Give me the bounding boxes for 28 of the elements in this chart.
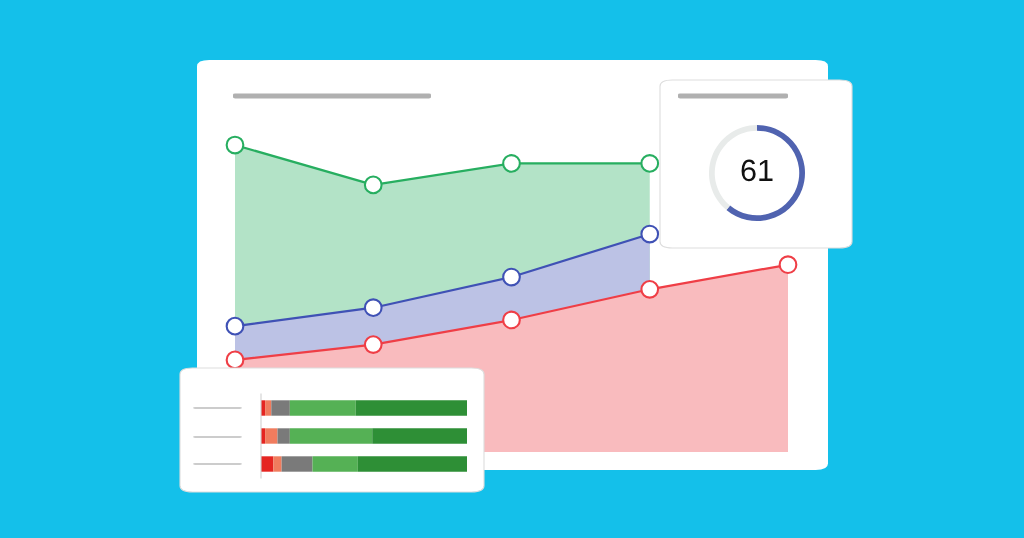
- point: [363, 175, 383, 195]
- bar: [277, 428, 290, 444]
- bar: [289, 428, 373, 444]
- point: [363, 335, 383, 354]
- point: [225, 350, 245, 370]
- bar: [357, 456, 467, 472]
- point: [225, 135, 245, 155]
- point: [225, 316, 245, 336]
- bar: [265, 400, 272, 416]
- point: [640, 224, 660, 244]
- point: [778, 255, 798, 275]
- data-label: 61: [741, 159, 773, 182]
- bar: [289, 400, 356, 416]
- point: [640, 154, 660, 173]
- point: [502, 154, 521, 173]
- bar: [261, 456, 274, 472]
- bar: [372, 428, 467, 444]
- bar: [312, 456, 358, 472]
- point: [502, 310, 521, 330]
- point: [640, 279, 660, 299]
- bar: [355, 400, 467, 416]
- point: [363, 298, 383, 318]
- bar: [273, 456, 282, 472]
- bar: [271, 400, 290, 416]
- bar: [265, 428, 278, 444]
- bar: [281, 456, 313, 472]
- donut-slice: [726, 125, 805, 221]
- point: [502, 267, 521, 287]
